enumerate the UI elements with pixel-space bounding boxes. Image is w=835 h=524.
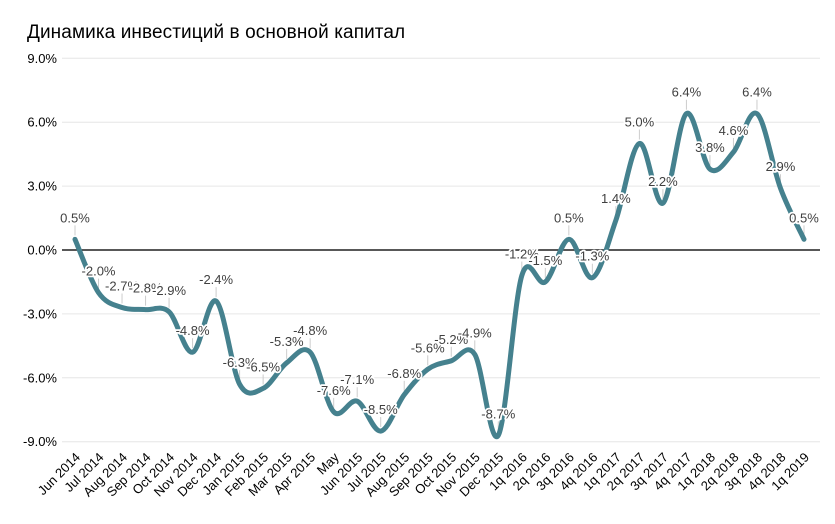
y-axis-tick-label: 0.0%	[27, 243, 57, 258]
point-annotation: 5.0%	[625, 115, 655, 130]
series-line[interactable]	[72, 110, 807, 440]
point-annotation: -2.7%	[105, 279, 139, 294]
point-annotation: -7.6%	[317, 383, 351, 398]
point-annotation: -4.8%	[176, 323, 210, 338]
y-axis-tick-label: -9.0%	[23, 434, 57, 449]
point-annotation: 4.6%	[719, 123, 749, 138]
y-axis-tick-label: 3.0%	[27, 179, 57, 194]
y-axis-tick-label: 9.0%	[27, 51, 57, 66]
point-annotation: -7.1%	[340, 372, 374, 387]
point-annotation: 2.2%	[648, 174, 678, 189]
point-annotation: -5.2%	[434, 332, 468, 347]
point-annotation: -5.3%	[270, 334, 304, 349]
point-annotation: -8.5%	[364, 402, 398, 417]
point-annotation: 3.8%	[695, 140, 725, 155]
point-annotation: -6.3%	[223, 355, 257, 370]
point-annotation: 0.5%	[554, 210, 584, 225]
y-axis-tick-label: 6.0%	[27, 115, 57, 130]
point-annotation: -8.7%	[481, 406, 515, 421]
point-annotation: -2.4%	[199, 272, 233, 287]
point-annotation: -2.8%	[129, 281, 163, 296]
y-axis-tick-label: -3.0%	[23, 306, 57, 321]
point-annotation: -6.8%	[387, 366, 421, 381]
y-axis-tick-label: -6.0%	[23, 370, 57, 385]
point-annotation: -2.0%	[82, 264, 116, 279]
chart-title: Динамика инвестиций в основной капитал	[27, 22, 406, 43]
point-annotation: 0.5%	[60, 210, 90, 225]
point-annotation: -1.3%	[575, 249, 609, 264]
point-annotation: -1.5%	[528, 253, 562, 268]
point-annotation: 6.4%	[742, 85, 772, 100]
point-annotation: -1.2%	[505, 247, 539, 262]
point-annotation: 1.4%	[601, 191, 631, 206]
point-annotation: 2.9%	[766, 159, 796, 174]
point-annotation: -4.8%	[293, 323, 327, 338]
point-annotation: -4.9%	[458, 325, 492, 340]
point-annotation: 6.4%	[672, 85, 702, 100]
point-annotation: 0.5%	[789, 210, 819, 225]
point-annotation: -2.9%	[152, 283, 186, 298]
point-annotation: -6.5%	[246, 359, 280, 374]
point-annotation: -5.6%	[411, 340, 445, 355]
